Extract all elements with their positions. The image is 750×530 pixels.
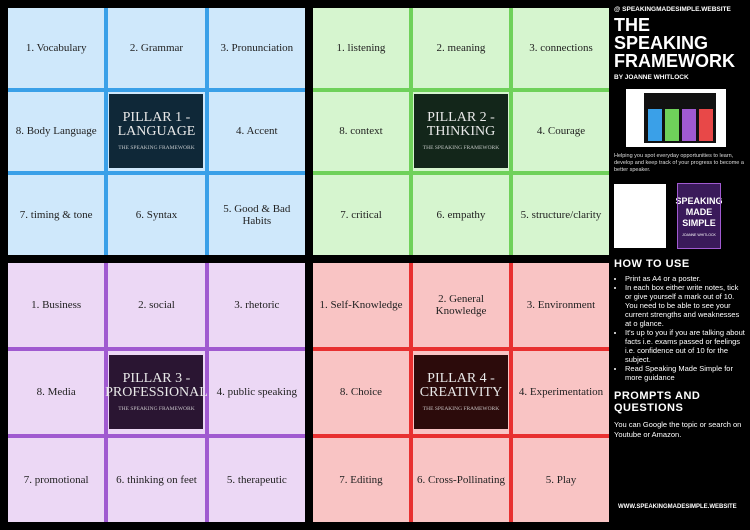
pillar-cell: 1. Business [8, 263, 105, 347]
pillar-core: PILLAR 1 - LANGUAGE THE SPEAKING FRAMEWOR… [109, 94, 204, 169]
pillar-core: PILLAR 4 - CREATIVITY THE SPEAKING FRAMEW… [414, 355, 508, 430]
pillar-cell: 7. Editing [313, 438, 409, 522]
pillar-cell: 8. context [313, 91, 409, 172]
how-item: In each box either write notes, tick or … [625, 283, 746, 328]
how-heading: HOW TO USE [614, 258, 690, 270]
pillar-title: PILLAR 3 - PROFESSIONAL [105, 371, 208, 401]
pillar-cell: 5. therapeutic [208, 438, 305, 522]
pillar-cell: 6. empathy [413, 175, 509, 255]
pillar-title: PILLAR 1 - LANGUAGE [117, 110, 196, 140]
pillar-cell: 7. critical [313, 175, 409, 255]
sidebar: @ SPEAKINGMADESIMPLE.WEBSITE THE SPEAKIN… [614, 6, 746, 510]
how-item: Print as A4 or a poster. [625, 274, 746, 283]
pillar-cell: 1. listening [313, 8, 409, 88]
pillar-cell: 4. Accent [208, 91, 305, 172]
pillar-cell: 2. General Knowledge [413, 263, 509, 347]
pillar: 1. Vocabulary 2. Grammar 3. Pronunciation 8… [8, 8, 305, 255]
pillar-cell: 8. Media [8, 350, 105, 435]
pillar-subtitle: THE SPEAKING FRAMEWORK [422, 145, 500, 152]
pillar-cell: 3. Pronunciation [208, 8, 305, 88]
pillar-cell: 7. timing & tone [8, 175, 105, 255]
pillar-title: PILLAR 2 - THINKING [426, 110, 496, 140]
pillar-subtitle: THE SPEAKING FRAMEWORK [118, 406, 195, 413]
blank-box [614, 184, 666, 248]
pillar-cell: 1. Self-Knowledge [313, 263, 409, 347]
pillar-cell: 8. Body Language [8, 91, 105, 172]
book-author: JOANNE WHITLOCK [682, 232, 716, 237]
pillar-cell: 3. connections [513, 8, 609, 88]
pillar: 1. Self-Knowledge 2. General Knowledge 3. … [313, 263, 609, 522]
byline: BY JOANNE WHITLOCK [614, 74, 689, 81]
pillar-cell: 5. structure/clarity [513, 175, 609, 255]
pillar: 1. Business 2. social 3. rhetoric 8. Media P… [8, 263, 305, 522]
pillar-cell: 7. promotional [8, 438, 105, 522]
pillar-core: PILLAR 2 - THINKING THE SPEAKING FRAMEWOR… [414, 94, 508, 169]
pillar-cell: 8. Choice [313, 350, 409, 435]
pillar-subtitle: THE SPEAKING FRAMEWORK [118, 145, 195, 152]
pillar-cell: 6. Cross-Pollinating [413, 438, 509, 522]
pillar-cell: 2. meaning [413, 8, 509, 88]
pillar-cell: 6. Syntax [108, 175, 205, 255]
pillar-cell: 4. Courage [513, 91, 609, 172]
pillar-cell: 6. thinking on feet [108, 438, 205, 522]
pillar-cell: 5. Good & Bad Habits [208, 175, 305, 255]
pillar-cell: 2. social [108, 263, 205, 347]
pillar: 1. listening 2. meaning 3. connections 8. c… [313, 8, 609, 255]
framework-thumbnail [626, 89, 726, 147]
pillar-center: PILLAR 4 - CREATIVITY THE SPEAKING FRAMEW… [413, 350, 509, 435]
pillar-subtitle: THE SPEAKING FRAMEWORK [422, 406, 500, 413]
footer: WWW.SPEAKINGMADESIMPLE.WEBSITE [618, 504, 737, 510]
pillar-core: PILLAR 3 - PROFESSIONAL THE SPEAKING FRAM… [105, 355, 208, 430]
how-list: Print as A4 or a poster.In each box eith… [614, 274, 746, 382]
pillar-center: PILLAR 3 - PROFESSIONAL THE SPEAKING FRAM… [105, 350, 208, 435]
pillar-cell: 5. Play [513, 438, 609, 522]
pillar-cell: 4. Experimentation [513, 350, 609, 435]
pillar-cell: 3. Environment [513, 263, 609, 347]
how-item: It's up to you if you are talking about … [625, 328, 746, 364]
pillar-title: PILLAR 4 - CREATIVITY [419, 371, 503, 401]
intro: Helping you spot everyday opportunities … [614, 153, 744, 173]
book-title: SPEAKING MADE SIMPLE [675, 195, 723, 228]
pillar-cell: 3. rhetoric [208, 263, 305, 347]
prompts-heading: PROMPTS AND QUESTIONS [614, 390, 701, 414]
prompts-text: You can Google the topic or search on Yo… [614, 420, 742, 439]
title: THE SPEAKING FRAMEWORK [614, 15, 735, 71]
pillar-cell: 4. public speaking [208, 350, 305, 435]
how-item: Read Speaking Made Simple for more guida… [625, 364, 746, 382]
pillar-center: PILLAR 1 - LANGUAGE THE SPEAKING FRAMEWOR… [108, 91, 205, 172]
site-top: @ SPEAKINGMADESIMPLE.WEBSITE [614, 6, 731, 13]
pillar-cell: 1. Vocabulary [8, 8, 105, 88]
book-cover: SPEAKING MADE SIMPLE JOANNE WHITLOCK [675, 183, 723, 249]
pillar-cell: 2. Grammar [108, 8, 205, 88]
pillar-center: PILLAR 2 - THINKING THE SPEAKING FRAMEWOR… [413, 91, 509, 172]
